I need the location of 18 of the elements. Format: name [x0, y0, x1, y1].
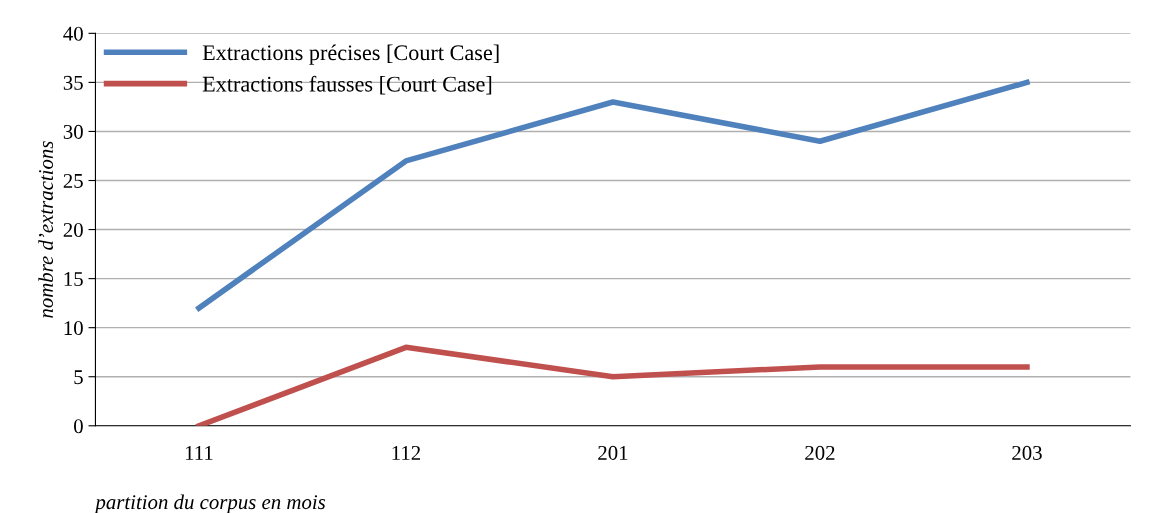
y-tick-label: 35: [63, 75, 83, 90]
legend-label: Extractions précises [Court Case]: [202, 44, 499, 65]
x-axis-title: partition du corpus en mois: [94, 494, 326, 513]
y-tick-label: 10: [64, 321, 83, 336]
y-tick-label: 15: [64, 272, 83, 287]
y-tick-label: 20: [63, 222, 83, 237]
x-tick-label: 111: [185, 445, 213, 460]
x-tick-label: 201: [598, 445, 628, 460]
y-tick-label: 40: [63, 26, 83, 41]
y-tick-label: 30: [63, 124, 83, 139]
y-tick-label: 5: [74, 370, 83, 385]
legend-label: Extractions fausses [Court Case]: [202, 75, 492, 95]
y-tick-label: 25: [63, 173, 83, 188]
x-tick-label: 203: [1012, 445, 1042, 460]
x-tick-label: 112: [392, 445, 421, 460]
y-tick-label: 0: [74, 419, 83, 434]
y-axis-title: nombre d’extractions: [38, 141, 54, 318]
x-tick-label: 202: [805, 445, 835, 460]
